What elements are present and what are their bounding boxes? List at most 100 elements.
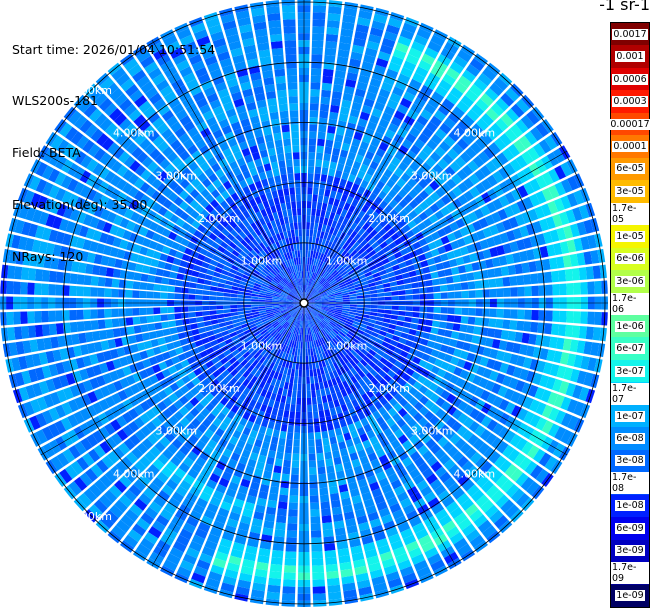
beta-cell <box>457 517 472 531</box>
beta-cell <box>144 86 159 100</box>
beta-cell <box>370 395 379 405</box>
beta-cell <box>38 241 49 254</box>
beta-cell <box>119 377 130 389</box>
beta-cell <box>530 321 539 333</box>
beta-cell <box>173 196 184 207</box>
beta-cell <box>282 261 288 269</box>
beta-cell <box>350 274 359 280</box>
beta-cell <box>236 462 246 472</box>
beta-cell <box>327 332 334 340</box>
beta-cell <box>312 33 325 41</box>
beta-cell <box>147 130 160 143</box>
beta-cell <box>223 305 231 310</box>
beta-cell <box>326 365 333 373</box>
beta-cell <box>83 103 98 118</box>
beta-cell <box>220 582 235 593</box>
beta-cell <box>409 161 420 172</box>
beta-cell <box>328 306 336 309</box>
beta-cell <box>136 151 149 164</box>
beta-cell <box>534 387 545 400</box>
beta-cell <box>369 481 380 492</box>
beta-cell <box>502 444 515 458</box>
beta-cell <box>247 252 256 260</box>
beta-cell <box>242 326 250 332</box>
beta-cell <box>41 324 51 337</box>
beta-cell <box>84 124 98 138</box>
beta-cell <box>55 284 63 296</box>
beta-cell <box>307 305 314 310</box>
beta-cell <box>451 173 463 185</box>
beta-cell <box>278 437 286 446</box>
beta-cell <box>493 514 509 529</box>
beta-cell <box>434 358 444 368</box>
beta-cell <box>279 487 289 496</box>
beta-cell <box>304 292 308 300</box>
beta-cell <box>562 254 572 268</box>
beta-cell <box>219 57 233 68</box>
beta-cell <box>293 301 301 303</box>
beta-cell <box>6 280 14 295</box>
beta-cell <box>168 203 179 213</box>
beta-cell <box>290 310 297 317</box>
beta-cell <box>413 34 429 47</box>
beta-cell <box>461 133 474 146</box>
beta-cell <box>399 29 415 41</box>
beta-cell <box>472 155 485 168</box>
beta-cell <box>22 172 35 188</box>
beta-cell <box>506 230 516 242</box>
beta-cell <box>298 306 303 313</box>
beta-cell <box>341 171 350 181</box>
beta-cell <box>319 494 330 503</box>
beta-cell <box>440 307 448 314</box>
beta-cell <box>377 309 385 314</box>
beta-cell <box>406 510 419 521</box>
beta-cell <box>122 365 132 377</box>
beta-cell <box>203 584 219 596</box>
beta-cell <box>426 340 436 349</box>
beta-cell <box>405 428 416 439</box>
beta-cell <box>176 273 185 281</box>
beta-cell <box>509 241 519 253</box>
beta-cell <box>173 185 184 196</box>
beta-cell <box>75 237 86 249</box>
beta-cell <box>202 369 212 378</box>
beta-cell <box>347 531 360 541</box>
beta-cell <box>71 333 80 345</box>
beta-cell <box>256 432 265 441</box>
beta-cell <box>351 277 360 283</box>
beta-cell <box>184 391 195 401</box>
beta-cell <box>346 361 354 370</box>
beta-cell <box>296 305 302 311</box>
beta-cell <box>381 514 393 525</box>
beta-cell <box>318 410 325 418</box>
beta-cell <box>362 242 371 251</box>
beta-cell <box>147 482 161 495</box>
beta-cell <box>416 28 432 40</box>
beta-cell <box>210 564 225 575</box>
beta-cell <box>269 338 276 345</box>
beta-cell <box>82 239 92 251</box>
beta-cell <box>139 246 149 256</box>
beta-cell <box>381 81 393 92</box>
beta-cell <box>373 131 384 142</box>
beta-cell <box>307 313 310 321</box>
beta-cell <box>161 245 171 255</box>
beta-cell <box>166 443 179 455</box>
beta-cell <box>272 331 279 338</box>
beta-cell <box>367 84 380 95</box>
beta-cell <box>221 330 230 337</box>
beta-cell <box>413 559 429 572</box>
beta-cell <box>310 82 321 90</box>
beta-cell <box>340 348 348 356</box>
beta-cell <box>288 418 295 426</box>
beta-cell <box>333 326 341 333</box>
beta-cell <box>461 479 475 492</box>
beta-cell <box>326 274 333 281</box>
beta-cell <box>420 109 433 121</box>
beta-cell <box>291 347 296 356</box>
beta-cell <box>467 383 478 395</box>
beta-cell <box>68 147 81 161</box>
beta-cell <box>430 34 446 47</box>
beta-cell <box>317 259 322 267</box>
beta-cell <box>308 446 316 454</box>
